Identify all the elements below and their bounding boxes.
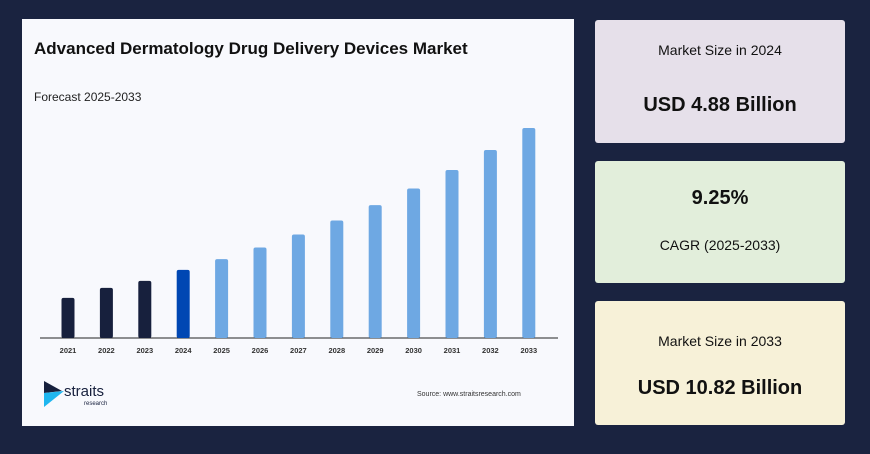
bar-2031 [445,170,459,338]
card-label: Market Size in 2024 [658,42,782,58]
x-tick-label: 2026 [252,346,269,355]
cagr-card: 9.25% CAGR (2025-2033) [595,161,845,283]
x-tick-label: 2025 [213,346,230,355]
chart-title: Advanced Dermatology Drug Delivery Devic… [34,39,468,58]
bar-2030 [407,188,421,338]
bar-2026 [253,247,267,338]
bar-2023 [138,280,152,338]
x-tick-label: 2022 [98,346,115,355]
straits-logo: straits research [42,379,122,414]
bar-2025 [215,259,229,338]
bar-2027 [291,234,305,338]
x-tick-label: 2024 [175,346,193,355]
card-value: 9.25% [691,187,749,209]
source-text: Source: www.straitsresearch.com [417,391,521,398]
x-tick-label: 2029 [367,346,384,355]
x-tick-label: 2032 [482,346,499,355]
bar-2033 [522,128,536,338]
x-tick-label: 2023 [136,346,153,355]
x-tick-label: 2030 [405,346,422,355]
x-tick-label: 2027 [290,346,307,355]
market-size-2033-card: Market Size in 2033 USD 10.82 Billion [595,301,845,425]
bar-2022 [99,287,113,338]
card-label: Market Size in 2033 [658,333,782,349]
card-label: CAGR (2025-2033) [659,237,781,253]
market-size-2024-card: Market Size in 2024 USD 4.88 Billion [595,20,845,143]
x-tick-label: 2031 [444,346,461,355]
svg-text:straits: straits [64,383,104,400]
bar-2028 [330,220,344,338]
svg-text:research: research [84,401,107,407]
x-tick-label: 2021 [60,346,77,355]
bar-2029 [368,205,382,338]
chart-subtitle: Forecast 2025-2033 [34,90,142,104]
chart-panel: Advanced Dermatology Drug Delivery Devic… [22,19,574,426]
bar-2024 [176,269,190,338]
x-tick-label: 2033 [520,346,537,355]
card-value: USD 4.88 Billion [643,94,797,116]
card-value: USD 10.82 Billion [637,377,803,399]
bar-2021 [61,297,75,338]
bar-chart: 2021 2022 2023 2024 2025 2026 2027 2028 2029 2030… [40,128,558,355]
x-tick-label: 2028 [328,346,345,355]
bar-2032 [483,149,497,338]
